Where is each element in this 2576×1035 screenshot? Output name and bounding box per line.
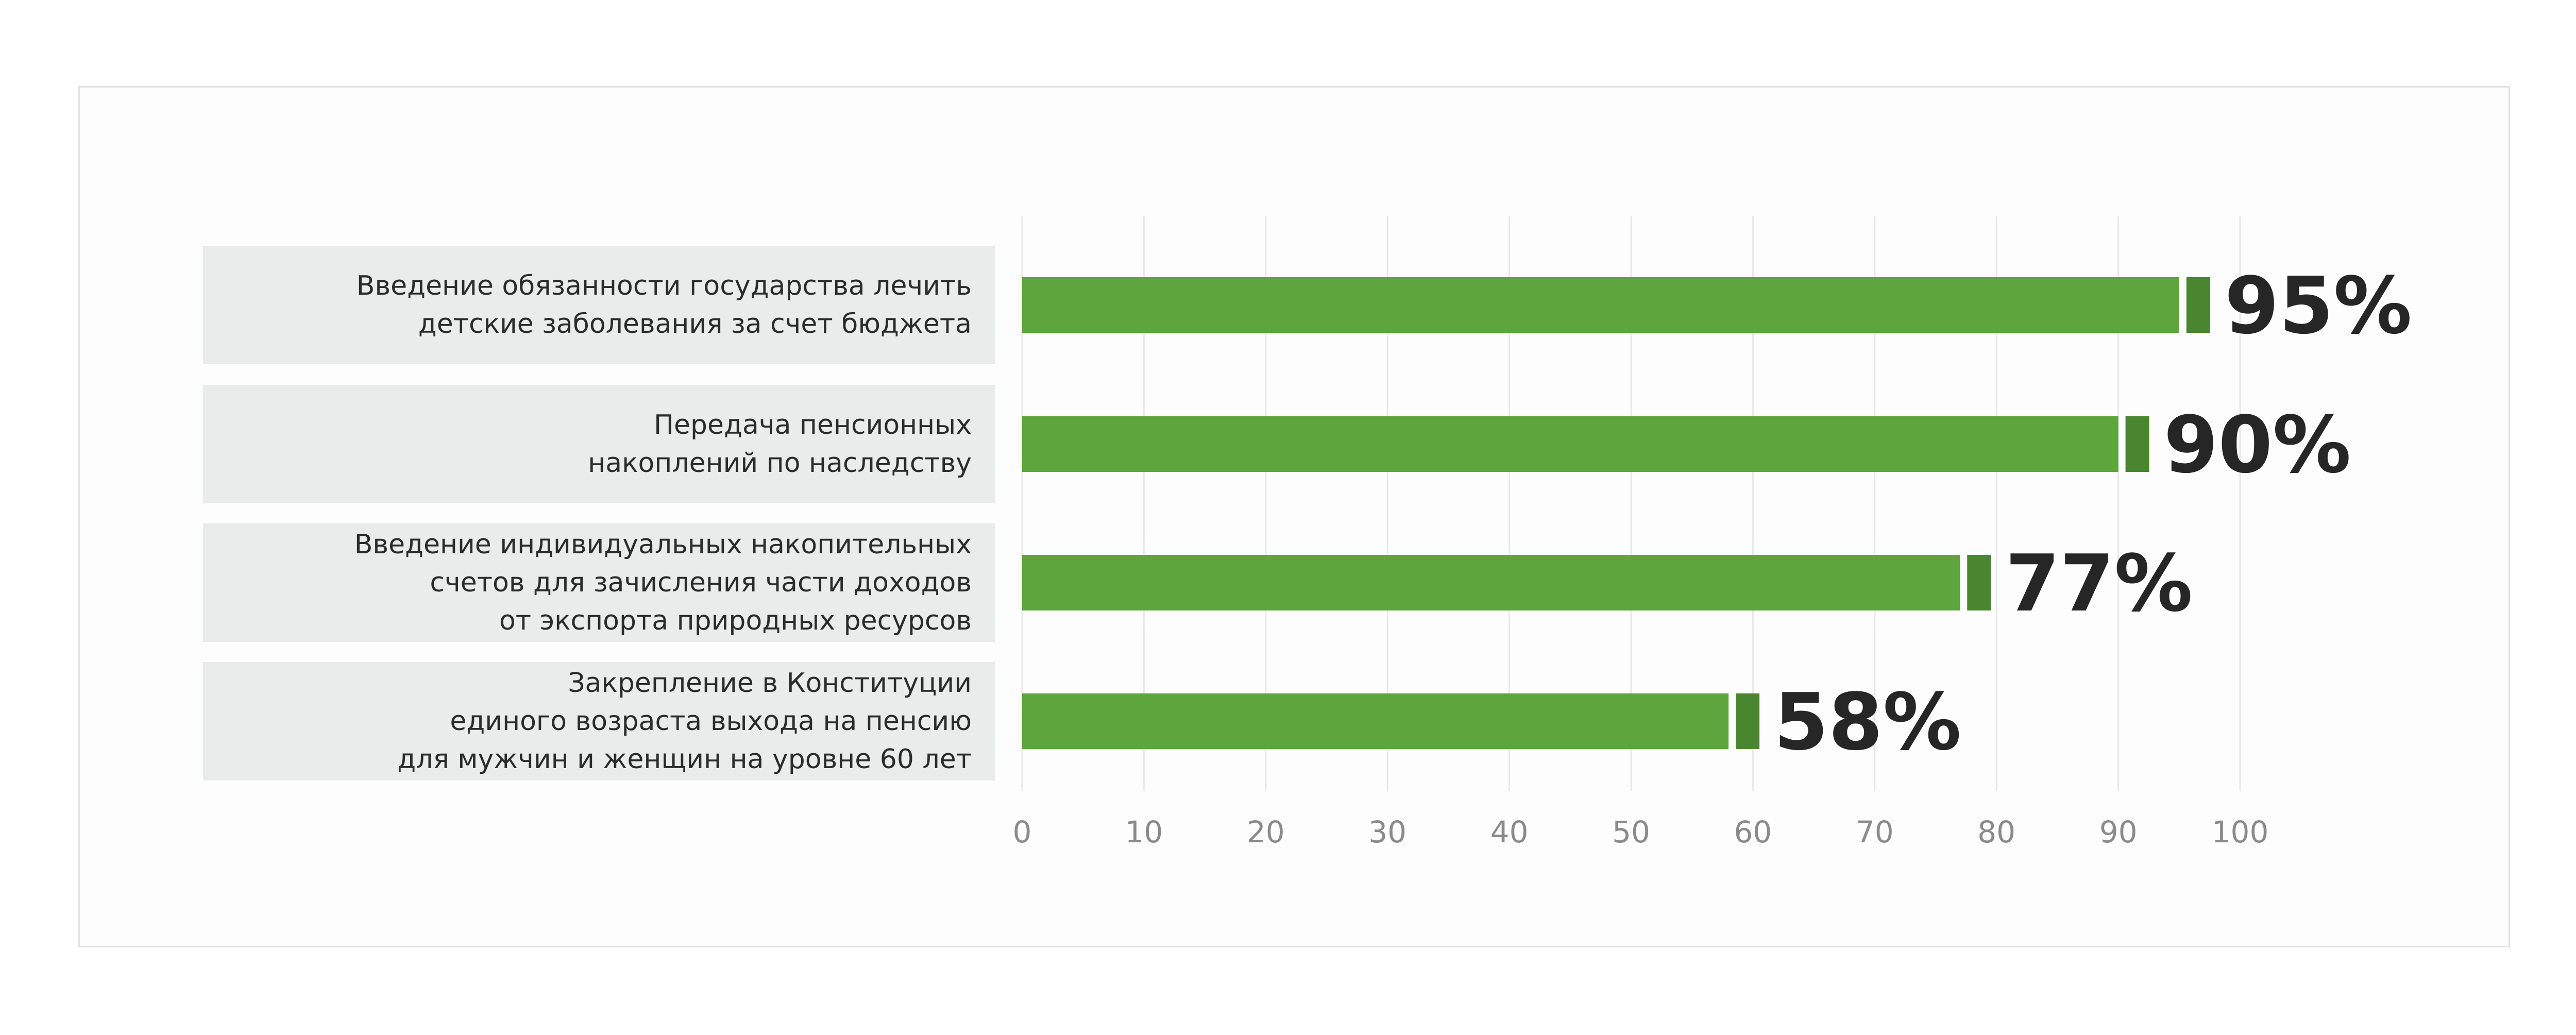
bar (1022, 416, 2119, 472)
value-label: 77% (2005, 538, 2193, 629)
category-label-line: детские заболевания за счет бюджета (418, 309, 972, 340)
x-tick-label: 70 (1856, 815, 1894, 850)
x-axis-ticks: 0 10 20 30 40 50 60 70 80 90 100 (1013, 815, 2269, 850)
category-label-box: Введение индивидуальных накопительных сче… (203, 523, 995, 642)
bar-cap (1967, 555, 1991, 610)
x-tick-label: 30 (1368, 815, 1406, 850)
value-label: 95% (2225, 260, 2412, 351)
bar (1022, 277, 2179, 333)
value-label: 90% (2164, 399, 2351, 490)
category-label-box: Закрепление в Конституции единого возраст… (203, 662, 995, 781)
category-label-line: Введение обязанности государства лечить (356, 270, 972, 301)
x-tick-label: 90 (2099, 815, 2138, 850)
value-labels: 95% 90% 77% 58% (1774, 260, 2412, 768)
x-tick-label: 60 (1734, 815, 1772, 850)
x-tick-label: 100 (2212, 815, 2269, 850)
x-tick-label: 20 (1247, 815, 1285, 850)
bars (1022, 277, 2210, 749)
x-tick-label: 10 (1125, 815, 1163, 850)
category-label-line: единого возраста выхода на пенсию (450, 706, 972, 737)
category-label-box: Передача пенсионных накоплений по наследс… (203, 385, 995, 503)
category-label-line: для мужчин и женщин на уровне 60 лет (397, 744, 972, 775)
category-label-line: Закрепление в Конституции (568, 668, 972, 699)
bar (1022, 693, 1729, 749)
category-label-box: Введение обязанности государства лечить д… (203, 246, 995, 364)
category-label-line: Введение индивидуальных накопительных (354, 529, 972, 560)
category-label-line: от экспорта природных ресурсов (499, 605, 972, 636)
bar (1022, 555, 1960, 610)
chart-frame (78, 86, 2510, 947)
category-label-line: Передача пенсионных (653, 410, 972, 440)
category-label-line: накоплений по наследству (588, 448, 972, 479)
bar-cap (2186, 277, 2210, 333)
x-tick-label: 50 (1612, 815, 1650, 850)
x-tick-label: 80 (1977, 815, 2015, 850)
x-tick-label: 40 (1490, 815, 1529, 850)
bar-cap (2125, 416, 2149, 472)
category-label-line: счетов для зачисления части доходов (430, 567, 972, 598)
value-label: 58% (1774, 676, 1961, 768)
bar-cap (1736, 693, 1760, 749)
x-tick-label: 0 (1013, 815, 1032, 850)
